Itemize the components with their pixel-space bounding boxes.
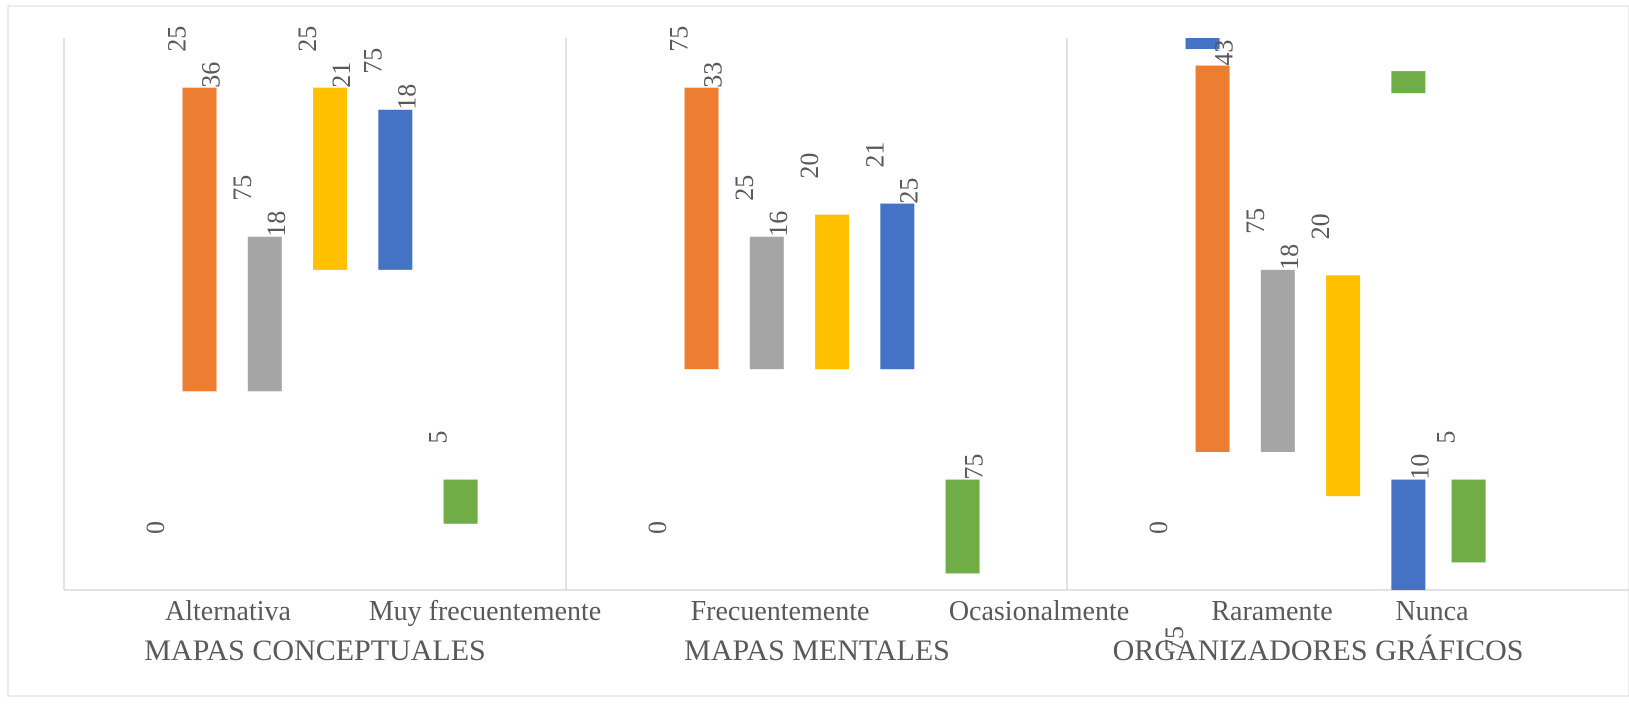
data-label-0-0: 25 bbox=[163, 26, 192, 52]
data-label-2-4: 20 bbox=[1306, 213, 1335, 239]
data-label-1-7: 75 bbox=[960, 454, 989, 480]
bar-1-4 bbox=[815, 214, 850, 370]
data-label-0-2: 75 bbox=[228, 175, 257, 201]
data-label-1-3: 16 bbox=[764, 211, 793, 237]
data-label-1-4: 20 bbox=[795, 153, 824, 179]
bar-2-5 bbox=[1391, 479, 1426, 590]
data-label-0-4: 25 bbox=[293, 26, 322, 52]
data-label-1-6: 21 bbox=[860, 142, 889, 168]
bar-2-4 bbox=[1326, 275, 1361, 497]
group-title-0: MAPAS CONCEPTUALES bbox=[144, 634, 485, 667]
data-label-0-1: 36 bbox=[197, 62, 226, 88]
group-title-1: MAPAS MENTALES bbox=[684, 634, 950, 667]
bar-2-7 bbox=[1391, 71, 1426, 94]
zero-label-2: 0 bbox=[1144, 521, 1173, 534]
data-label-1-5: 25 bbox=[894, 178, 923, 204]
bar-1-5 bbox=[880, 203, 915, 370]
data-label-0-5: 21 bbox=[327, 62, 356, 88]
data-label-2-5: 10 bbox=[1405, 454, 1434, 480]
data-label-1-2: 25 bbox=[730, 175, 759, 201]
bar-2-0 bbox=[1185, 38, 1220, 50]
bar-0-6 bbox=[378, 109, 413, 270]
bar-1-7 bbox=[945, 479, 980, 574]
bar-2-2 bbox=[1260, 269, 1295, 452]
stray-data-label: 75 bbox=[1160, 626, 1189, 652]
zero-label-1: 0 bbox=[643, 521, 672, 534]
x-tick-label-5: Nunca bbox=[1395, 596, 1469, 627]
bar-2-6 bbox=[1451, 479, 1486, 563]
data-label-1-0: 75 bbox=[665, 26, 694, 52]
data-label-1-1: 33 bbox=[699, 62, 728, 88]
zero-label-0: 0 bbox=[141, 521, 170, 534]
bar-0-4 bbox=[313, 87, 348, 270]
data-label-0-7: 18 bbox=[392, 84, 421, 110]
x-tick-label-3: Ocasionalmente bbox=[949, 596, 1129, 627]
data-label-0-8: 5 bbox=[424, 431, 453, 444]
bar-2-1 bbox=[1195, 65, 1230, 452]
bar-0-2 bbox=[247, 236, 282, 392]
bar-1-0 bbox=[684, 87, 719, 370]
x-tick-label-1: Muy frecuentemente bbox=[369, 596, 601, 627]
x-tick-label-0: Alternativa bbox=[165, 596, 292, 627]
x-tick-label-2: Frecuentemente bbox=[691, 596, 870, 627]
data-label-0-3: 18 bbox=[262, 211, 291, 237]
data-label-0-6: 75 bbox=[358, 48, 387, 74]
bar-1-2 bbox=[749, 236, 784, 370]
data-label-2-3: 18 bbox=[1275, 244, 1304, 270]
bar-0-0 bbox=[182, 87, 217, 392]
bar-0-8 bbox=[443, 479, 478, 524]
data-label-2-1: 43 bbox=[1210, 40, 1239, 66]
x-tick-label-4: Raramente bbox=[1211, 596, 1332, 627]
group-title-2: ORGANIZADORES GRÁFICOS bbox=[1113, 634, 1524, 667]
data-label-2-2: 75 bbox=[1241, 208, 1270, 234]
data-label-2-6: 5 bbox=[1432, 431, 1461, 444]
